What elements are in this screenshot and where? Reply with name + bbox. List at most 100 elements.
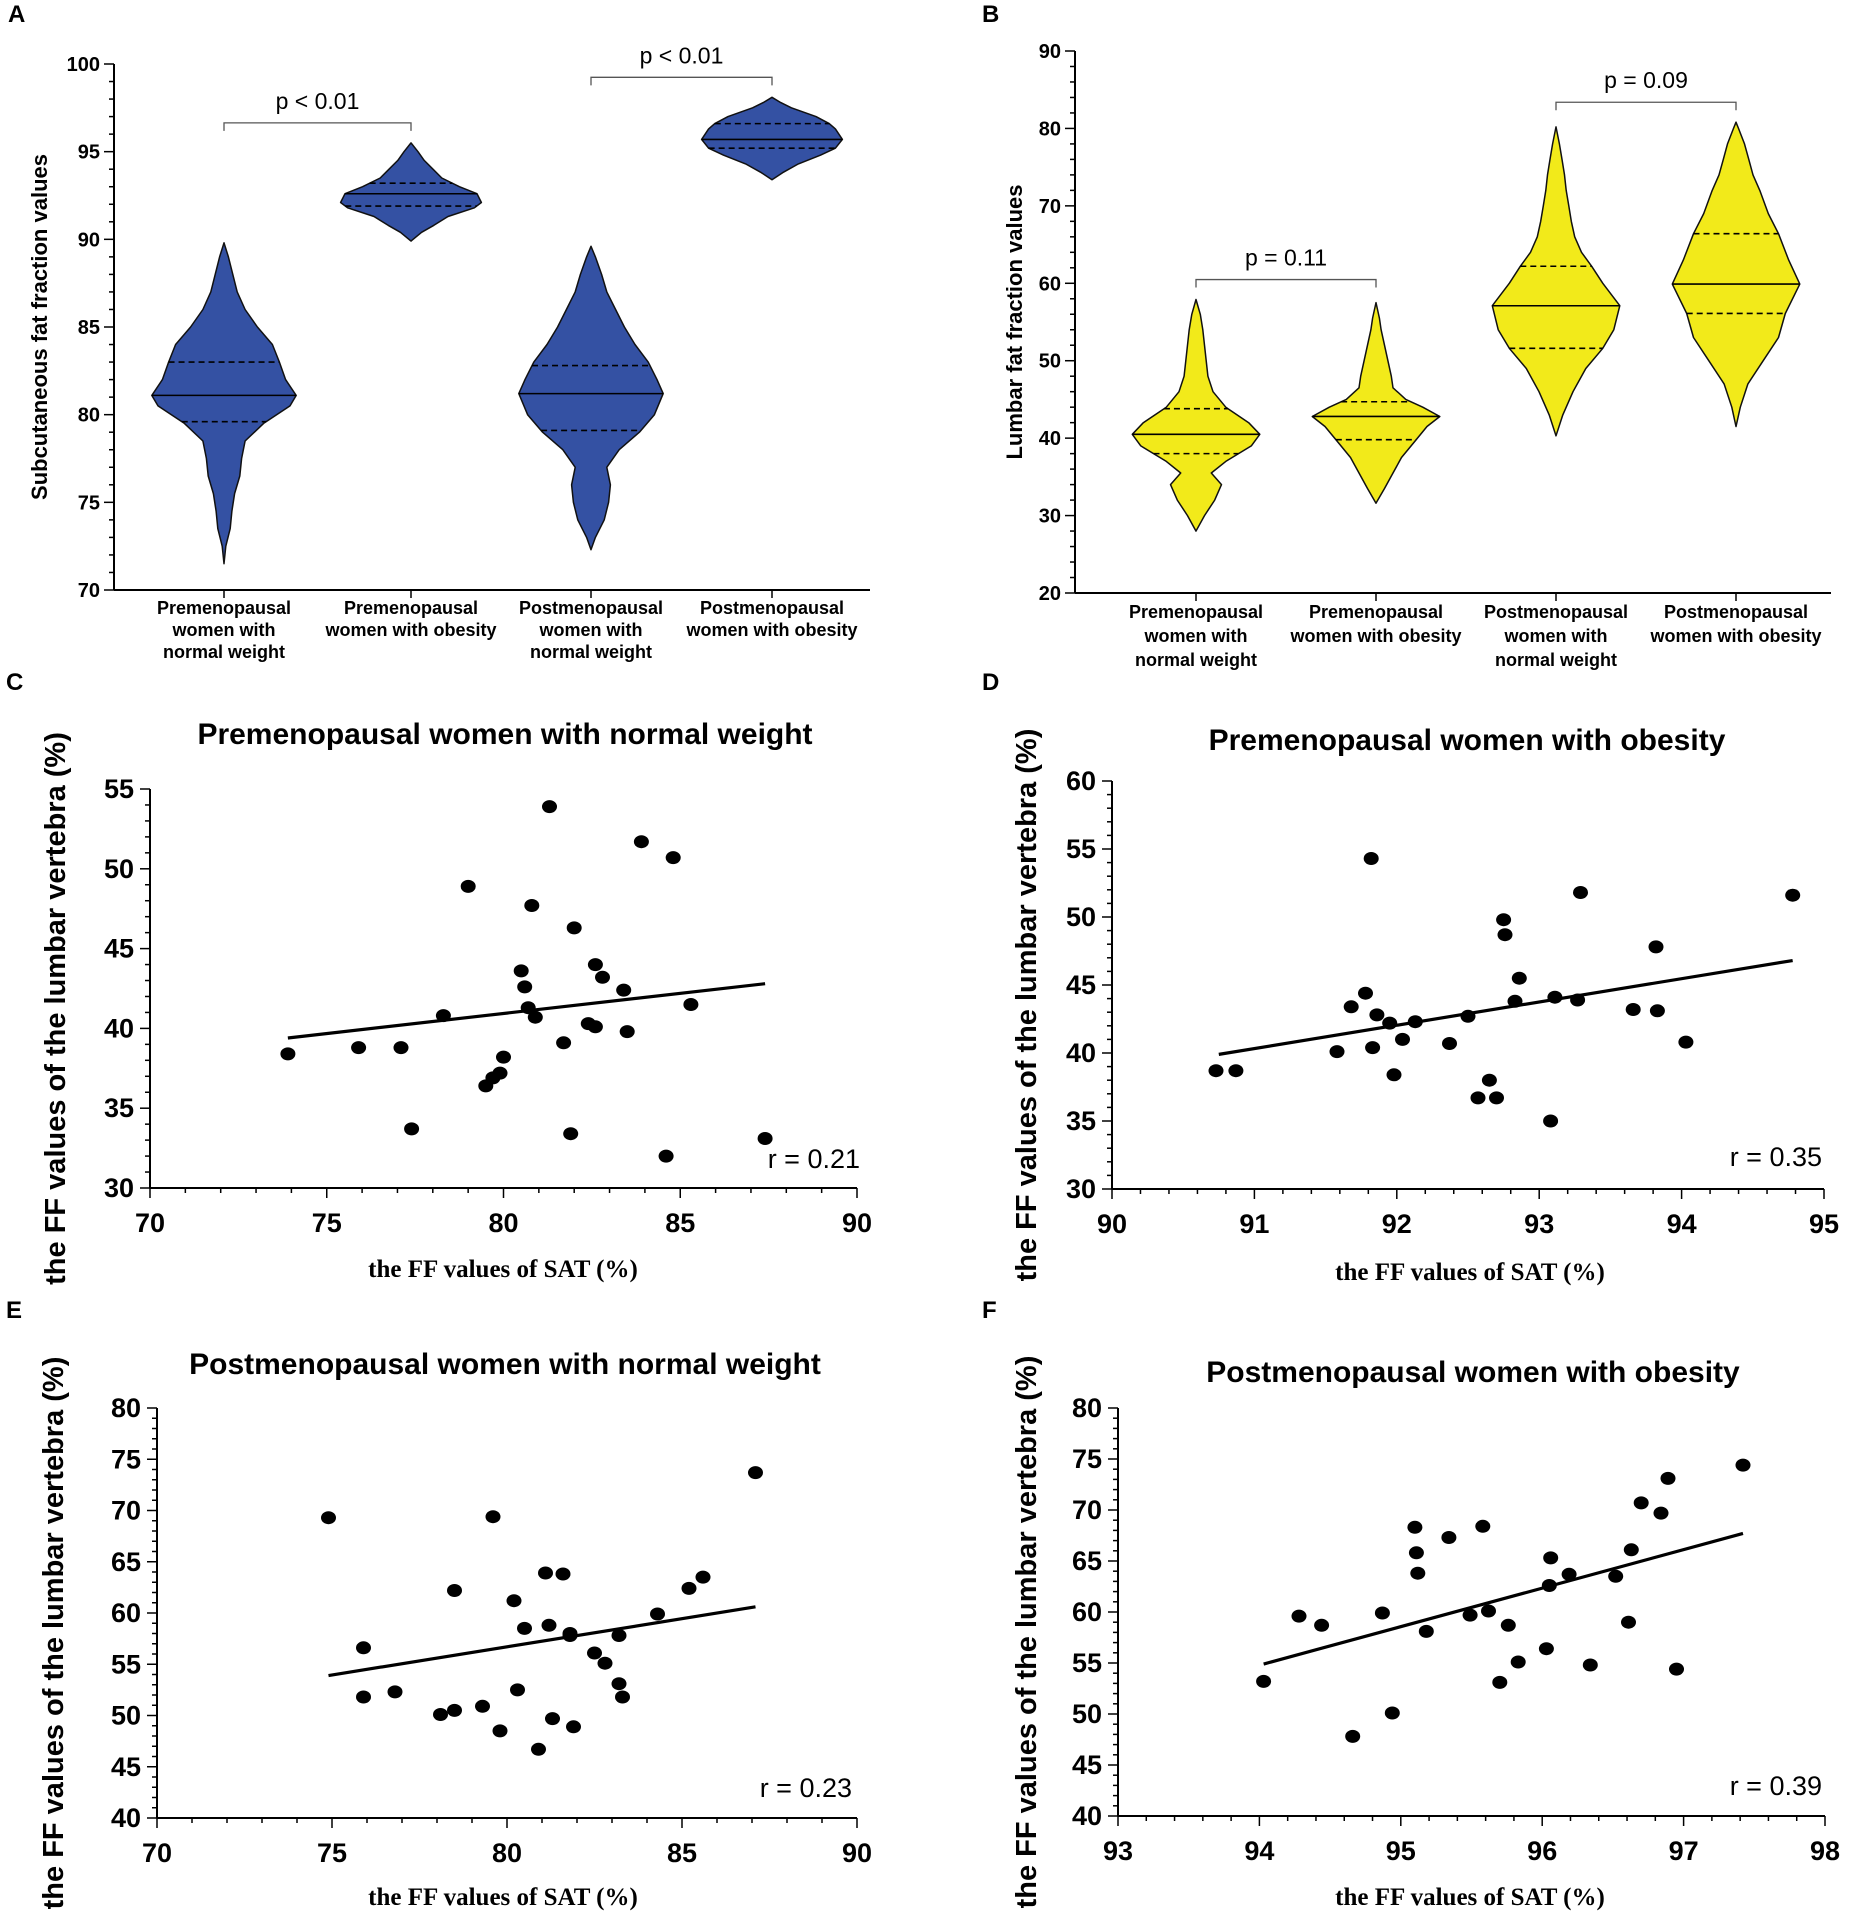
- data-point: [748, 1466, 763, 1480]
- violin-1: [151, 242, 297, 565]
- violin-4: [1671, 121, 1801, 428]
- data-point: [757, 1132, 773, 1145]
- x-tick-label: 91: [1239, 1209, 1269, 1239]
- data-point: [566, 1720, 581, 1734]
- category-label: Premenopausal: [1129, 602, 1263, 622]
- violin-body: [339, 142, 483, 242]
- data-point: [531, 1742, 546, 1756]
- y-tick-label: 30: [1039, 506, 1061, 528]
- data-point: [393, 1041, 409, 1055]
- y-tick-label: 60: [1039, 273, 1061, 295]
- data-point: [1407, 1015, 1423, 1029]
- data-point: [1228, 1064, 1244, 1078]
- panel-letter: B: [982, 1, 999, 28]
- data-point: [1384, 1706, 1400, 1720]
- y-tick-label: 75: [111, 1444, 141, 1474]
- data-point: [1489, 1091, 1504, 1105]
- violin-2: [339, 142, 483, 242]
- x-tick-label: 90: [842, 1838, 872, 1868]
- p-value-label: p = 0.09: [1604, 67, 1688, 93]
- y-axis-label: the FF values of the lumbar vertebra (%): [38, 1357, 70, 1910]
- x-tick-label: 95: [1386, 1836, 1416, 1866]
- category-label: women with obesity: [685, 620, 857, 640]
- data-point: [527, 1010, 543, 1024]
- data-point: [597, 1656, 613, 1670]
- data-point: [524, 899, 540, 912]
- category-label: normal weight: [530, 642, 652, 662]
- data-point: [321, 1511, 336, 1525]
- x-tick-label: 70: [135, 1208, 165, 1238]
- data-point: [1538, 1642, 1554, 1656]
- data-point: [1608, 1569, 1624, 1583]
- data-point: [1314, 1618, 1330, 1632]
- y-tick-label: 60: [1066, 766, 1096, 796]
- violin-body: [1671, 121, 1801, 428]
- data-point: [681, 1581, 697, 1595]
- correlation-label: r = 0.35: [1730, 1142, 1822, 1172]
- y-tick-label: 35: [1066, 1106, 1096, 1136]
- significance-bracket: p < 0.01: [590, 42, 773, 86]
- data-point: [1669, 1662, 1684, 1676]
- y-axis-label: the FF values of the lumbar vertebra (%): [1011, 729, 1043, 1282]
- data-point: [538, 1566, 553, 1580]
- category-label: women with obesity: [1289, 626, 1461, 646]
- data-point: [1678, 1035, 1694, 1049]
- data-point: [435, 1009, 451, 1023]
- y-tick-label: 45: [1066, 970, 1096, 1000]
- data-point: [1621, 1615, 1636, 1629]
- y-tick-label: 80: [1072, 1393, 1102, 1423]
- bracket-line: [1195, 278, 1377, 288]
- x-tick-label: 93: [1524, 1209, 1554, 1239]
- data-point: [1492, 1675, 1508, 1689]
- violin-3: [1491, 126, 1621, 437]
- y-tick-label: 40: [1066, 1038, 1096, 1068]
- bracket-line: [223, 122, 412, 131]
- data-point: [1649, 1004, 1665, 1018]
- data-point: [611, 1629, 627, 1642]
- data-point: [1561, 1567, 1577, 1581]
- data-point: [1625, 1003, 1641, 1016]
- y-tick-label: 50: [111, 1701, 141, 1731]
- data-point: [633, 835, 649, 849]
- data-point: [460, 879, 476, 893]
- y-tick-label: 40: [1072, 1801, 1102, 1831]
- data-point: [1633, 1496, 1649, 1510]
- y-axis-label: Lumbar fat fraction values: [1002, 184, 1027, 459]
- data-point: [517, 980, 533, 994]
- x-axis-label: the FF values of SAT (%): [368, 1884, 638, 1911]
- data-point: [1386, 1068, 1402, 1082]
- category-label: normal weight: [1135, 650, 1257, 670]
- data-point: [1582, 1658, 1598, 1672]
- violin-3: [518, 245, 664, 551]
- y-tick-label: 70: [111, 1496, 141, 1526]
- y-tick-label: 40: [1039, 428, 1061, 450]
- x-tick-label: 96: [1527, 1836, 1557, 1866]
- y-tick-label: 65: [1072, 1546, 1102, 1576]
- data-point: [1511, 971, 1527, 985]
- category-label: Premenopausal: [1309, 602, 1443, 622]
- violin-body: [151, 242, 297, 565]
- data-point: [1365, 1041, 1381, 1055]
- x-axis-label: the FF values of SAT (%): [1335, 1884, 1605, 1911]
- data-point: [475, 1699, 490, 1713]
- y-tick-label: 75: [78, 492, 100, 514]
- data-point: [1496, 913, 1512, 927]
- data-point: [542, 800, 557, 814]
- x-tick-label: 94: [1244, 1836, 1274, 1866]
- y-tick-label: 40: [104, 1013, 134, 1043]
- category-label: women with: [1144, 626, 1248, 646]
- data-point: [1507, 994, 1523, 1008]
- x-tick-label: 85: [667, 1838, 697, 1868]
- significance-bracket: p = 0.09: [1555, 67, 1737, 111]
- significance-bracket: p < 0.01: [223, 88, 412, 131]
- data-point: [1481, 1073, 1497, 1087]
- y-tick-label: 40: [111, 1803, 141, 1833]
- y-tick-label: 50: [1072, 1699, 1102, 1729]
- data-point: [1500, 1618, 1516, 1632]
- y-tick-label: 80: [111, 1393, 141, 1423]
- data-point: [1573, 886, 1588, 899]
- category-label: normal weight: [163, 642, 285, 662]
- violin-1: [1131, 298, 1261, 532]
- x-tick-label: 97: [1669, 1836, 1699, 1866]
- data-point: [1543, 1551, 1559, 1565]
